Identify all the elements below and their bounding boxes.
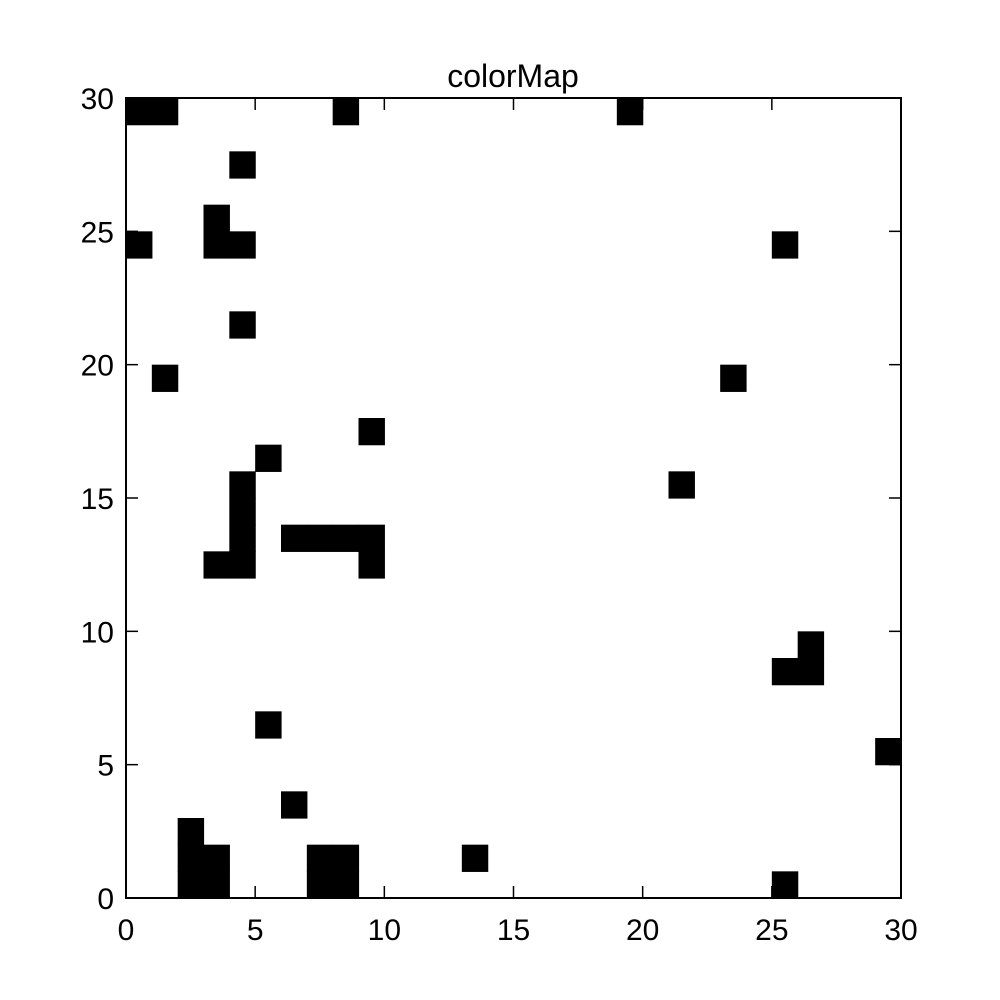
y-tick-label: 20 [81, 350, 114, 383]
x-tick-label: 0 [118, 914, 135, 947]
cells-layer [126, 98, 902, 899]
heatmap-cell [229, 551, 256, 579]
heatmap-cell [151, 364, 179, 392]
heatmap-cell [229, 498, 256, 526]
y-tick-label: 25 [81, 216, 114, 249]
heatmap-cell [281, 524, 308, 552]
heatmap-cell [797, 631, 825, 659]
heatmap-cell [358, 524, 385, 552]
x-tick-label: 30 [884, 914, 917, 947]
y-tick-label: 5 [97, 750, 114, 783]
y-tick-label: 0 [97, 883, 114, 916]
heatmap-cell [875, 738, 902, 766]
chart-title: colorMap [447, 58, 579, 94]
heatmap-cell [771, 231, 799, 259]
heatmap-cell [126, 98, 153, 126]
plot-frame [125, 97, 902, 899]
heatmap-cell [255, 711, 282, 739]
x-axis-tick-labels: 0 5 10 15 20 25 30 [118, 914, 918, 947]
heatmap-cell [797, 658, 825, 686]
x-tick-label: 10 [368, 914, 401, 947]
y-tick-label: 10 [81, 616, 114, 649]
heatmap-cell [306, 524, 334, 552]
heatmap-cell [771, 658, 799, 686]
heatmap-cell [306, 871, 334, 899]
heatmap-cell [229, 311, 256, 339]
heatmap-cell [203, 871, 230, 899]
heatmap-cell [358, 551, 385, 579]
y-axis-tick-labels: 0 5 10 15 20 25 30 [81, 83, 114, 916]
heatmap-cell [332, 844, 360, 872]
heatmap-cell [203, 204, 230, 232]
heatmap-cell [358, 418, 385, 446]
heatmap-cell [229, 471, 256, 499]
heatmap-cell [306, 844, 334, 872]
heatmap-cell [771, 871, 799, 899]
x-tick-label: 25 [755, 914, 788, 947]
heatmap-cell [203, 551, 230, 579]
heatmap-cell [332, 524, 360, 552]
heatmap-cell [229, 231, 256, 259]
heatmap-cell [332, 871, 360, 899]
heatmap-cell [151, 98, 179, 126]
heatmap-cell [177, 871, 205, 899]
heatmap-cell [177, 844, 205, 872]
heatmap-cell [616, 98, 644, 126]
heatmap-cell [281, 791, 308, 819]
heatmap-cell [255, 444, 282, 472]
heatmap-cell [203, 231, 230, 259]
heatmap-cell [720, 364, 747, 392]
heatmap-cell [332, 98, 360, 126]
heatmap-cell [203, 844, 230, 872]
y-tick-label: 30 [81, 83, 114, 116]
y-tick-label: 15 [81, 483, 114, 516]
heatmap-cell [177, 818, 205, 846]
x-tick-label: 20 [626, 914, 659, 947]
heatmap-cell [229, 524, 256, 552]
x-tick-label: 5 [247, 914, 264, 947]
heatmap-cell [229, 151, 256, 179]
x-tick-label: 15 [497, 914, 530, 947]
heatmap-cell [461, 844, 489, 872]
heatmap-cell [126, 231, 153, 259]
heatmap-cell [668, 471, 695, 499]
